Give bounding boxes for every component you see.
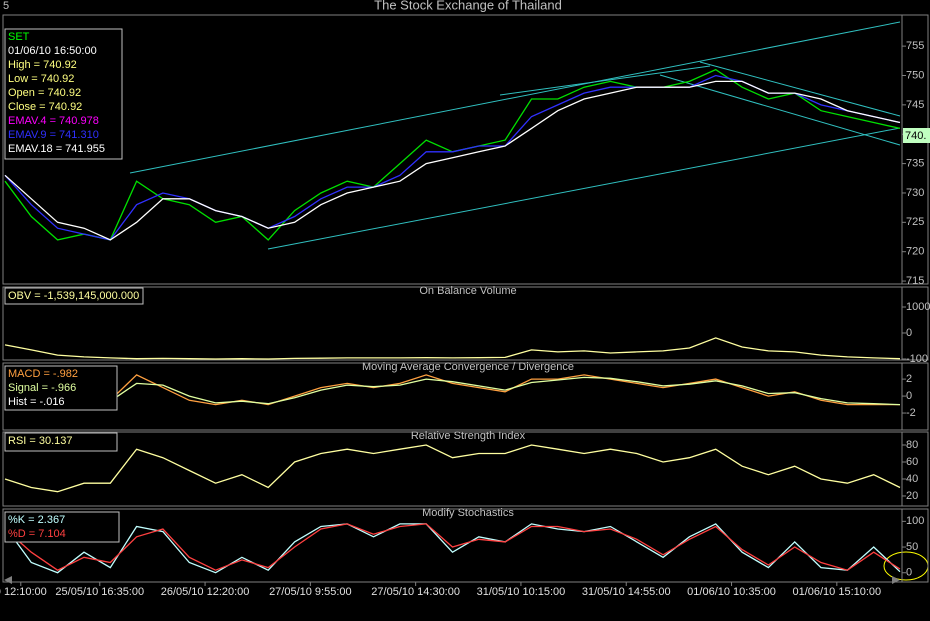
last-price-box <box>903 128 930 143</box>
trend-line <box>699 61 901 117</box>
y-tick-label: -100 <box>906 353 928 365</box>
series-line <box>4 80 901 241</box>
panel-frame <box>2 431 929 507</box>
info-text: EMAV.18 = 741.955 <box>8 143 105 155</box>
info-text: SET <box>8 31 30 43</box>
y-tick-label: 2 <box>906 373 912 385</box>
chart-title: The Stock Exchange of Thailand <box>374 0 562 12</box>
panel-frame <box>2 362 929 431</box>
series-line <box>4 337 901 360</box>
x-tick-label: 01/06/10 15:10:00 <box>792 586 881 598</box>
info-text: EMAV.9 = 741.310 <box>8 129 99 141</box>
trend-line <box>267 127 901 250</box>
y-tick-label: 100 <box>906 515 924 527</box>
y-tick-label: 40 <box>906 473 918 485</box>
y-tick-label: 80 <box>906 439 918 451</box>
x-tick-label: 31/05/10 10:15:00 <box>477 586 566 598</box>
info-box <box>4 287 144 305</box>
info-text: MACD = -.982 <box>8 368 78 380</box>
y-tick-label: 20 <box>906 490 918 502</box>
info-text: %D = 7.104 <box>8 528 66 540</box>
panel-title: Modify Stochastics <box>422 507 514 519</box>
info-text: 01/06/10 16:50:00 <box>8 45 97 57</box>
y-tick-label: 50 <box>906 541 918 553</box>
y-tick-label: 1000 <box>906 301 930 313</box>
y-tick-label: 745 <box>906 99 924 111</box>
x-tick-label: 25/05/10 16:35:00 <box>55 586 144 598</box>
panel-frame <box>2 286 929 361</box>
info-text: Close = 740.92 <box>8 101 82 113</box>
x-tick-label: 27/05/10 14:30:00 <box>371 586 460 598</box>
trend-line <box>499 65 711 96</box>
last-price-label: 740. <box>905 130 926 142</box>
panel-frame <box>2 14 929 285</box>
info-text: Hist = -.016 <box>8 396 65 408</box>
series-line <box>4 523 901 571</box>
info-box <box>4 511 120 543</box>
info-text: Open = 740.92 <box>8 87 81 99</box>
series-line <box>4 374 900 410</box>
info-text: OBV = -1,539,145,000.000 <box>8 290 139 302</box>
window-number: 5 <box>3 0 9 12</box>
trend-line <box>659 74 901 146</box>
panel-frame <box>2 508 929 583</box>
y-tick-label: 750 <box>906 69 924 81</box>
info-box <box>4 432 118 452</box>
info-text: High = 740.92 <box>8 59 77 71</box>
y-tick-label: 0 <box>906 327 912 339</box>
panel-title: On Balance Volume <box>419 285 516 297</box>
info-box <box>4 365 118 411</box>
y-tick-label: 725 <box>906 216 924 228</box>
info-text: RSI = 30.137 <box>8 435 73 447</box>
series-line <box>4 376 901 406</box>
y-tick-label: 720 <box>906 246 924 258</box>
trend-channels <box>129 21 901 250</box>
info-text: Signal = -.966 <box>8 382 76 394</box>
series-line <box>4 523 901 574</box>
y-tick-label: 715 <box>906 275 924 287</box>
y-tick-label: 60 <box>906 456 918 468</box>
y-tick-label: 735 <box>906 158 924 170</box>
y-tick-label: 755 <box>906 40 924 52</box>
trend-line <box>129 21 901 174</box>
y-tick-label: 0 <box>906 390 912 402</box>
panel-title: Moving Average Convergence / Divergence <box>362 361 574 373</box>
info-text: %K = 2.367 <box>8 514 65 526</box>
panel-title: Relative Strength Index <box>411 430 526 442</box>
x-tick-label: 31/05/10 14:55:00 <box>582 586 671 598</box>
info-text: EMAV.4 = 740.978 <box>8 115 99 127</box>
y-tick-label: 0 <box>906 567 912 579</box>
x-tick-label: 0 12:10:00 <box>0 586 47 598</box>
info-box <box>4 28 123 160</box>
y-tick-label: -2 <box>906 407 916 419</box>
x-tick-label: 26/05/10 12:20:00 <box>161 586 250 598</box>
x-tick-label: 01/06/10 10:35:00 <box>687 586 776 598</box>
info-text: Low = 740.92 <box>8 73 74 85</box>
y-tick-label: 730 <box>906 187 924 199</box>
series-line <box>4 444 901 493</box>
x-tick-label: 27/05/10 9:55:00 <box>269 586 352 598</box>
